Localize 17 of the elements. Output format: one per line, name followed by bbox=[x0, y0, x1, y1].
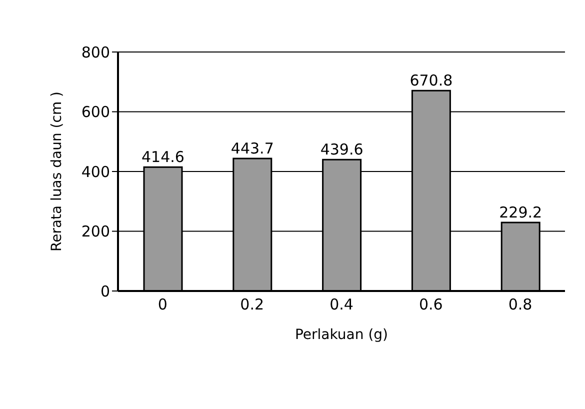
y-tick-label: 400 bbox=[81, 162, 110, 181]
data-label: 443.7 bbox=[230, 139, 274, 158]
y-tick-label: 0 bbox=[100, 282, 110, 300]
x-tick-label: 0.4 bbox=[330, 296, 354, 314]
data-label: 670.8 bbox=[410, 72, 453, 90]
y-tick-label: 600 bbox=[81, 103, 110, 122]
data-label: 414.6 bbox=[142, 148, 184, 166]
y-tick-label: 200 bbox=[81, 222, 110, 241]
data-label: 439.6 bbox=[320, 140, 364, 159]
y-tick-label: 800 bbox=[81, 43, 110, 62]
y-axis-title: Rerata luas daun (cm ) bbox=[48, 91, 65, 252]
x-tick-label: 0.8 bbox=[508, 296, 532, 314]
x-axis-title: Perlakuan (g) bbox=[294, 327, 388, 343]
data-label: 229.2 bbox=[499, 204, 542, 222]
x-tick-label: 0.6 bbox=[418, 296, 443, 314]
x-tick-label: 0 bbox=[158, 296, 168, 314]
x-tick-label: 0.2 bbox=[240, 296, 264, 314]
